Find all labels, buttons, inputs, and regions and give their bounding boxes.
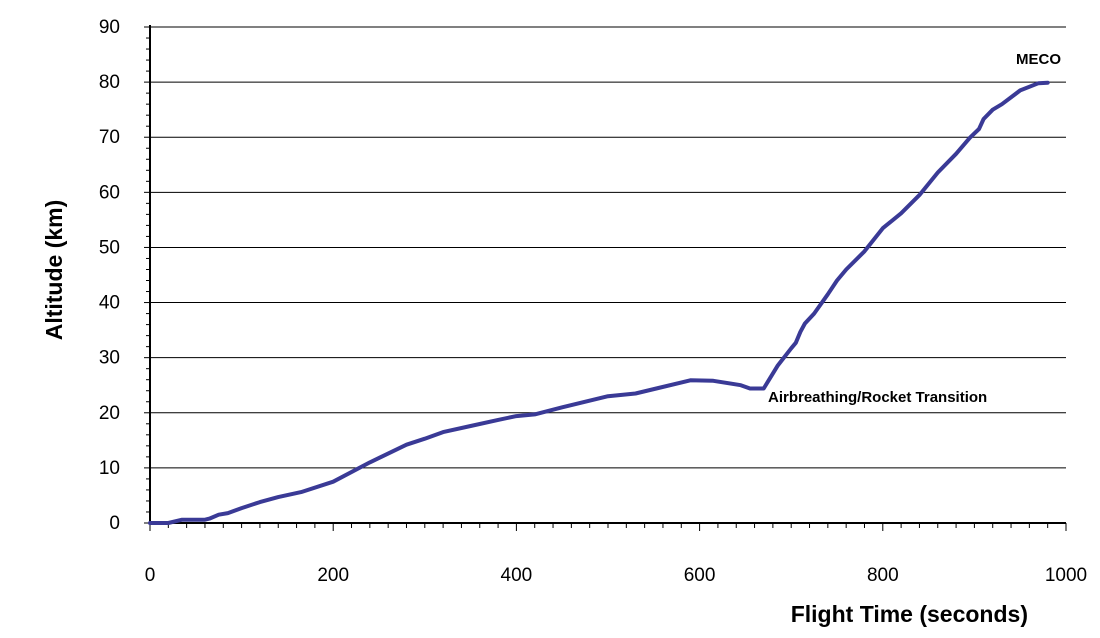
y-tick-label-90: 90	[99, 17, 120, 38]
y-tick-label-10: 10	[99, 458, 120, 479]
x-tick-label-400: 400	[501, 565, 533, 586]
y-tick-label-0: 0	[109, 513, 120, 534]
tick-labels: 0 10 20 30 40 50 60 70 80 90 0 200 400 600 800 1000	[99, 17, 1087, 586]
y-tick-label-30: 30	[99, 348, 120, 369]
y-tick-label-70: 70	[99, 127, 120, 148]
x-tick-label-800: 800	[867, 565, 899, 586]
annotation-meco: MECO	[1016, 51, 1061, 68]
axes	[149, 25, 1066, 524]
x-axis-title: Flight Time (seconds)	[791, 601, 1028, 627]
x-tick-label-0: 0	[145, 565, 156, 586]
gridlines	[150, 26, 1066, 469]
x-tick-label-600: 600	[684, 565, 716, 586]
y-tick-label-50: 50	[99, 237, 120, 258]
y-tick-label-20: 20	[99, 403, 120, 424]
axis-ticks	[144, 26, 1067, 531]
x-tick-label-1000: 1000	[1045, 565, 1087, 586]
y-tick-label-60: 60	[99, 182, 120, 203]
series	[148, 80, 1050, 525]
series-line-0	[148, 80, 1050, 525]
x-tick-label-200: 200	[317, 565, 349, 586]
y-tick-label-80: 80	[99, 72, 120, 93]
y-axis-title: Altitude (km)	[41, 200, 67, 341]
y-tick-label-40: 40	[99, 293, 120, 314]
annotation-transition: Airbreathing/Rocket Transition	[768, 389, 987, 406]
